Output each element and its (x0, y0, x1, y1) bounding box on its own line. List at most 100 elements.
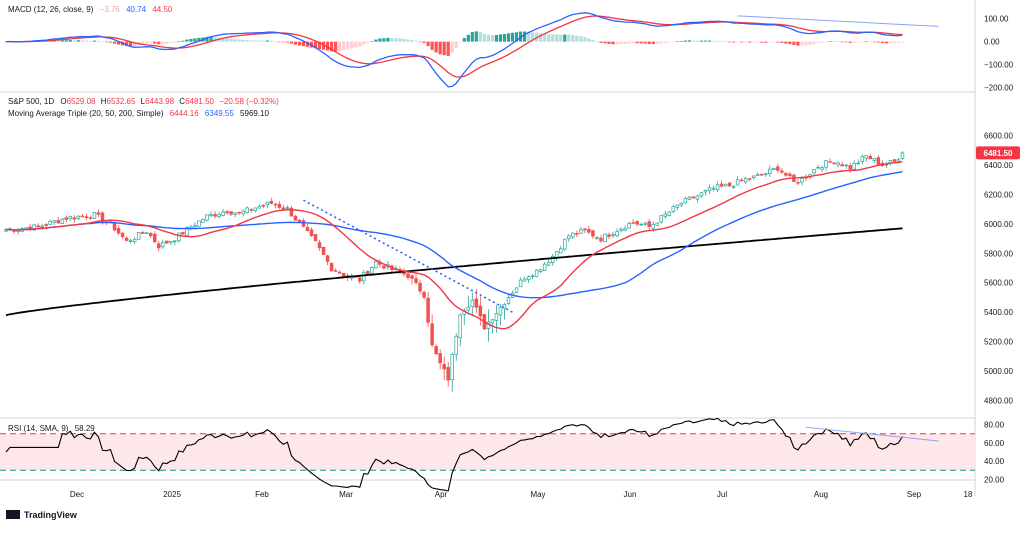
macd-hist-bar (671, 41, 675, 43)
candle-body (474, 298, 479, 308)
candle-body (201, 219, 205, 223)
candle-body (844, 164, 848, 167)
candle-body (293, 215, 298, 221)
candle-body (148, 233, 153, 237)
candle-body (406, 273, 410, 278)
macd-hist-bar (237, 39, 241, 42)
macd-hist-bar (482, 34, 486, 42)
macd-hist-bar (209, 36, 213, 42)
macd-hist-bar (579, 36, 583, 42)
candle-body (639, 223, 643, 226)
tradingview-logo[interactable]: TradingView (6, 510, 78, 520)
candle-body (301, 220, 306, 227)
macd-hist-bar (595, 41, 599, 42)
candle-body (731, 186, 736, 188)
candle-body (132, 238, 137, 243)
macd-hist-bar (434, 41, 438, 53)
candle-body (711, 187, 716, 190)
macd-hist-bar (470, 32, 474, 42)
macd-hist-bar (840, 41, 844, 43)
ma50-line (5, 170, 903, 299)
candle-body (490, 319, 495, 324)
candle-body (860, 156, 865, 162)
candle-body (872, 158, 877, 161)
candle-body (703, 190, 708, 193)
candle-body (567, 235, 571, 240)
candle-body (52, 220, 56, 223)
macd-hist-bar (92, 40, 97, 42)
candle-body (213, 213, 217, 217)
macd-hist-bar (768, 41, 772, 43)
macd-hist-bar (84, 40, 88, 42)
macd-hist-bar (414, 40, 418, 42)
macd-hist-bar (338, 41, 342, 51)
macd-hist-bar (647, 41, 651, 44)
candle-body (663, 213, 668, 217)
candle-body (80, 215, 85, 218)
candle-body (221, 211, 225, 216)
time-axis-tick: Feb (255, 490, 269, 499)
macd-hist-bar (438, 41, 442, 55)
macd-hist-bar (784, 41, 788, 44)
macd-hist-bar (603, 41, 607, 44)
candle-body (768, 168, 772, 175)
macd-axis-tick: 100.00 (984, 15, 1009, 24)
candle-body (277, 203, 282, 208)
candle-body (410, 275, 414, 279)
ma200-value: 5969.10 (240, 109, 269, 118)
candle-body (181, 231, 185, 235)
candle-body (245, 207, 249, 214)
macd-hist-bar (715, 40, 720, 42)
macd-hist-bar (752, 41, 756, 43)
macd-hist-bar (860, 41, 864, 43)
macd-hist-bar (289, 41, 294, 44)
time-axis-tick: Sep (907, 490, 922, 499)
candle-body (788, 173, 792, 177)
macd-hist-bar (683, 40, 687, 42)
macd-lines (5, 12, 903, 88)
time-axis-tick: Mar (339, 490, 353, 499)
macd-hist-bar (410, 39, 414, 42)
macd-hist-bar (277, 41, 281, 43)
candle-body (12, 230, 16, 232)
candle-body (751, 175, 756, 178)
candle-body (309, 229, 314, 236)
candle-body (530, 275, 535, 278)
candle-body (4, 229, 8, 232)
ohlc-o-label: O (60, 97, 66, 106)
candle-body (430, 323, 434, 346)
macd-hist-bar (430, 41, 434, 50)
macd-hist-bar (844, 41, 848, 43)
candle-body (157, 243, 161, 249)
candle-body (679, 203, 684, 206)
candle-body (619, 228, 623, 231)
macd-hist-bar (442, 41, 446, 56)
candle-body (193, 225, 197, 228)
candle-body (470, 299, 475, 307)
candle-body (611, 234, 615, 236)
macd-hist-bar (334, 41, 338, 52)
macd-hist-bar (816, 41, 820, 44)
macd-hist-bar (454, 41, 458, 49)
candle-body (607, 234, 611, 237)
candle-body (36, 225, 40, 227)
macd-hist-bar (486, 34, 490, 42)
candle-body (414, 278, 418, 283)
candle-body (667, 211, 672, 216)
macd-hist-bar (555, 34, 559, 42)
macd-hist-bar (390, 37, 394, 42)
macd-hist-bar (723, 41, 728, 43)
candle-body (289, 207, 294, 217)
time-axis-tick: 2025 (163, 490, 181, 499)
macd-hist-bar (510, 32, 515, 42)
time-axis[interactable]: Dec 2025 Feb Mar Apr May Jun Jul Aug Sep 18 (70, 490, 973, 499)
macd-hist-bar (293, 41, 298, 45)
ohlc-h-label: H (101, 97, 107, 106)
macd-hist-bar (462, 37, 466, 42)
price-axis-tick: 6200.00 (984, 190, 1013, 199)
candle-body (325, 255, 330, 262)
macd-hist-bar (736, 41, 740, 43)
macd-hist-bar (273, 41, 277, 42)
price-axis-tick: 6400.00 (984, 161, 1013, 170)
